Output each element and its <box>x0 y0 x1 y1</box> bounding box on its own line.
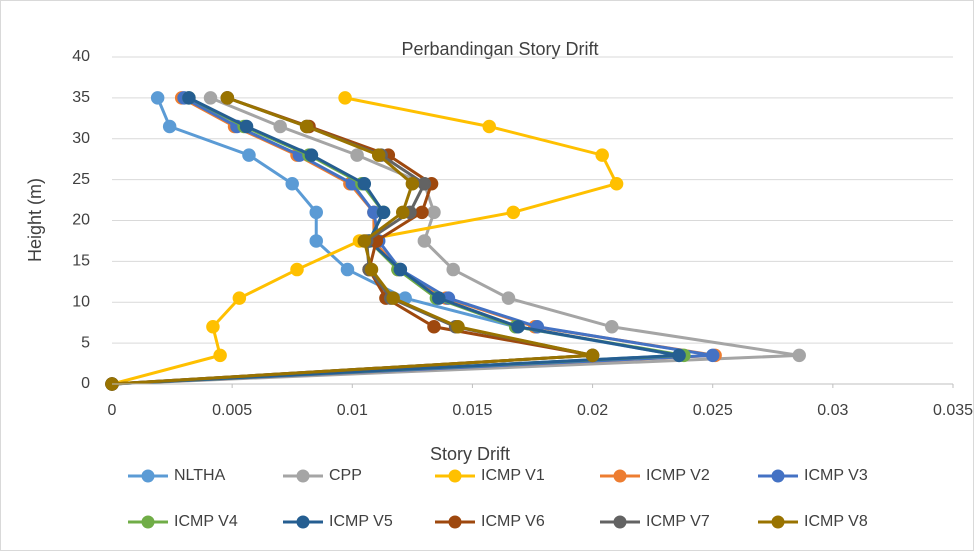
data-point <box>273 119 287 134</box>
legend-label: NLTHA <box>174 467 226 484</box>
legend-label: ICMP V8 <box>804 513 868 530</box>
x-tick-label: 0.015 <box>452 402 492 419</box>
legend-marker <box>141 469 155 483</box>
legend-marker <box>771 469 785 483</box>
legend-marker <box>613 469 627 483</box>
data-point <box>393 262 408 277</box>
legend-label: ICMP V5 <box>329 513 393 530</box>
data-point <box>371 148 386 162</box>
data-point <box>357 234 372 248</box>
legend-label: ICMP V7 <box>646 513 710 530</box>
data-point <box>395 205 410 220</box>
data-point <box>427 320 441 334</box>
data-point <box>203 91 218 105</box>
data-point <box>792 348 806 363</box>
x-tick-label: 0.03 <box>817 402 848 419</box>
y-tick-label: 25 <box>72 171 90 188</box>
data-point <box>482 119 496 134</box>
x-tick-label: 0 <box>108 402 117 419</box>
legend-label: ICMP V3 <box>804 467 868 484</box>
data-point <box>605 320 619 334</box>
data-point <box>585 348 600 363</box>
data-point <box>309 234 323 248</box>
x-tick-label: 0.025 <box>693 402 733 419</box>
data-point <box>364 262 379 277</box>
data-point <box>357 176 372 191</box>
y-tick-label: 5 <box>81 334 90 351</box>
data-point <box>242 148 256 162</box>
data-point <box>239 119 254 134</box>
x-axis-title: Story Drift <box>430 444 510 464</box>
y-tick-label: 30 <box>72 130 90 147</box>
legend-label: CPP <box>329 467 362 484</box>
legend-marker <box>296 469 310 483</box>
legend-marker <box>613 515 627 529</box>
legend-marker <box>448 515 462 529</box>
data-point <box>213 348 227 363</box>
data-point <box>506 205 521 220</box>
legend-marker <box>448 469 462 483</box>
data-point <box>417 176 432 191</box>
x-tick-label: 0.01 <box>337 402 368 419</box>
y-tick-label: 0 <box>81 375 90 392</box>
data-point <box>511 320 525 334</box>
x-tick-label: 0.005 <box>212 402 252 419</box>
legend-marker <box>771 515 785 529</box>
data-point <box>432 291 446 305</box>
data-point <box>609 176 624 191</box>
legend-label: ICMP V1 <box>481 467 545 484</box>
legend-label: ICMP V2 <box>646 467 710 484</box>
data-point <box>672 348 686 363</box>
legend-label: ICMP V6 <box>481 513 545 530</box>
data-point <box>405 176 420 191</box>
data-point <box>350 148 364 162</box>
data-point <box>182 91 196 105</box>
data-point <box>232 291 247 305</box>
y-tick-label: 40 <box>72 48 90 65</box>
data-point <box>705 348 720 363</box>
data-point <box>299 119 314 134</box>
data-point <box>446 262 460 277</box>
data-point <box>290 262 304 277</box>
y-tick-label: 15 <box>72 253 90 270</box>
legend-marker <box>296 515 310 529</box>
data-point <box>451 320 465 334</box>
data-point <box>376 205 391 220</box>
data-point <box>338 91 352 105</box>
data-point <box>417 234 432 248</box>
legend-marker <box>141 515 155 529</box>
data-point <box>150 91 165 105</box>
y-tick-label: 35 <box>72 89 90 106</box>
data-point <box>501 291 516 305</box>
data-point <box>220 91 235 105</box>
data-point <box>206 320 220 334</box>
data-point <box>304 148 319 162</box>
data-point <box>309 205 323 220</box>
data-point <box>340 262 355 277</box>
x-tick-label: 0.035 <box>933 402 973 419</box>
y-axis-title: Height (m) <box>25 178 45 262</box>
data-point <box>285 176 299 191</box>
data-point <box>386 291 400 305</box>
legend-label: ICMP V4 <box>174 513 238 530</box>
y-tick-label: 10 <box>72 293 90 310</box>
data-point <box>595 148 609 162</box>
data-point <box>415 205 429 220</box>
x-tick-label: 0.02 <box>577 402 608 419</box>
chart-title: Perbandingan Story Drift <box>401 39 598 59</box>
data-point <box>427 205 441 220</box>
data-point <box>162 119 177 134</box>
y-tick-label: 20 <box>72 212 90 229</box>
